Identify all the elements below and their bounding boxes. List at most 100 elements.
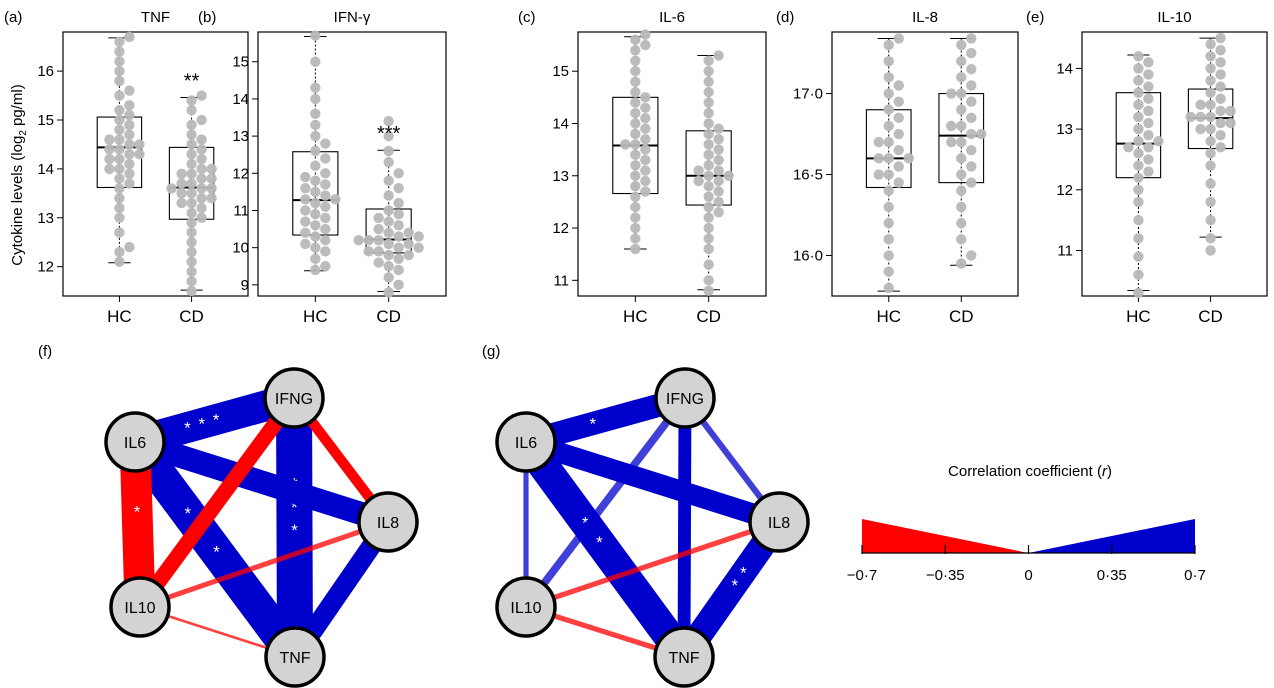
data-point <box>186 285 197 297</box>
data-point <box>966 128 977 140</box>
data-point <box>196 144 207 155</box>
data-point <box>186 227 197 238</box>
x-tick-label: HC <box>107 307 132 326</box>
data-point <box>114 36 125 47</box>
data-point <box>1205 87 1216 98</box>
data-point <box>363 246 374 257</box>
data-point <box>883 153 894 164</box>
data-point <box>630 222 641 234</box>
data-point <box>1143 117 1154 129</box>
edge-star: * <box>184 418 191 437</box>
data-point <box>893 112 904 124</box>
data-point <box>124 241 135 253</box>
legend-tick-label: −0·7 <box>847 567 877 584</box>
data-point <box>1133 51 1144 62</box>
data-point <box>703 149 714 161</box>
data-point <box>883 282 894 294</box>
data-point <box>703 201 714 213</box>
x-tick-label: HC <box>303 307 328 326</box>
data-point <box>703 160 714 171</box>
plot-frame <box>62 31 249 297</box>
data-point <box>114 46 125 57</box>
data-point <box>300 205 311 216</box>
edge-ifng-tnf <box>276 397 313 658</box>
data-point <box>956 55 967 67</box>
data-point <box>1215 69 1226 80</box>
legend-title: Correlation coefficient (r) <box>948 463 1112 480</box>
plot-frame <box>831 31 1019 297</box>
data-point <box>114 193 125 204</box>
data-point <box>976 128 987 140</box>
data-point <box>196 173 207 184</box>
data-point <box>186 207 197 219</box>
data-point <box>713 196 724 208</box>
data-point <box>363 235 374 246</box>
data-point <box>703 97 714 108</box>
data-point <box>883 104 894 115</box>
y-tick-label: 16·0 <box>793 248 823 265</box>
data-point <box>1215 57 1226 68</box>
data-point <box>1133 63 1144 74</box>
y-tick-label: 13 <box>37 210 54 227</box>
data-point <box>393 242 404 253</box>
data-point <box>1133 251 1144 262</box>
data-point <box>713 165 724 176</box>
data-point <box>124 158 135 170</box>
legend-tick-label: −0·35 <box>926 567 965 584</box>
y-tick-label: 12 <box>1056 182 1073 199</box>
data-point <box>393 182 404 194</box>
node-tnf <box>264 626 326 688</box>
data-point <box>310 145 321 157</box>
legend-tick-label: 0·35 <box>1097 567 1127 584</box>
data-point <box>630 243 641 255</box>
y-tick-label: 12 <box>37 259 54 276</box>
box-panel-1: (b) IFN-γ 9 10 11 12 13 14 15 HC CD *** <box>198 9 447 326</box>
data-point <box>640 123 651 134</box>
data-point <box>124 168 135 179</box>
node-ifng <box>263 367 325 429</box>
data-point <box>630 181 641 192</box>
data-point <box>320 168 331 179</box>
data-point <box>1205 245 1216 256</box>
node-label: IL6 <box>515 435 537 452</box>
data-point <box>413 242 424 253</box>
data-point <box>393 253 404 265</box>
data-point <box>630 66 641 77</box>
data-point <box>893 96 904 107</box>
box-panel-4: (e) IL-10 11 12 13 14 HC CD <box>1026 9 1268 326</box>
data-point <box>383 175 394 186</box>
x-tick-label: HC <box>623 307 648 326</box>
data-point <box>134 149 145 160</box>
data-point <box>1195 99 1206 111</box>
data-point <box>320 261 331 272</box>
y-tick-label: 10 <box>232 240 249 257</box>
data-point <box>383 116 394 127</box>
data-point <box>966 47 977 59</box>
data-point <box>893 145 904 156</box>
node-il10 <box>495 576 557 638</box>
data-point <box>196 193 207 204</box>
data-point <box>966 250 977 261</box>
data-point <box>1143 69 1154 80</box>
data-point <box>1143 57 1154 68</box>
panel-label: (g) <box>482 343 500 360</box>
data-point <box>1133 136 1144 147</box>
data-point <box>403 249 414 261</box>
data-point <box>104 153 115 165</box>
data-point <box>1205 75 1216 86</box>
edge-star: * <box>732 576 739 595</box>
edge-star: * <box>740 564 747 583</box>
data-point <box>873 153 884 164</box>
node-il8 <box>357 491 419 553</box>
x-tick-label: CD <box>696 307 721 326</box>
panel-title: IL-10 <box>1157 9 1191 26</box>
data-point <box>956 234 967 245</box>
data-point <box>320 246 331 257</box>
data-point <box>1195 123 1206 135</box>
data-point <box>114 227 125 238</box>
data-point <box>703 55 714 66</box>
data-point <box>330 194 341 205</box>
data-point <box>196 212 207 223</box>
significance-stars: *** <box>377 123 401 145</box>
data-point <box>206 183 217 194</box>
